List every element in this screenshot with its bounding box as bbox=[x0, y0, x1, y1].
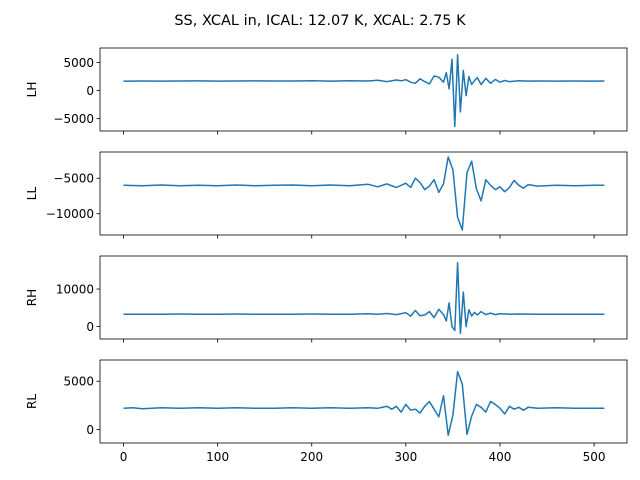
y-tick-label: 5000 bbox=[63, 56, 94, 70]
y-axis-label: RH bbox=[25, 289, 39, 306]
y-axis-label: LL bbox=[25, 187, 39, 201]
y-axis-label: LH bbox=[25, 82, 39, 98]
x-tick-label: 200 bbox=[300, 450, 323, 464]
x-tick-label: 0 bbox=[120, 450, 128, 464]
series-line bbox=[123, 370, 605, 437]
y-tick-label: 0 bbox=[86, 84, 94, 98]
axes-frame bbox=[99, 47, 628, 132]
y-tick-label: −10000 bbox=[46, 207, 94, 221]
figure-title: SS, XCAL in, ICAL: 12.07 K, XCAL: 2.75 K bbox=[174, 13, 466, 29]
subplot-rl: 5000 0 0 100 200 300 400 500 RL bbox=[25, 359, 628, 464]
x-tick-label: 400 bbox=[489, 450, 512, 464]
y-tick-label: −5000 bbox=[53, 172, 94, 186]
series-line bbox=[123, 262, 605, 335]
subplot-rh: 10000 0 RH bbox=[25, 255, 628, 343]
series-line bbox=[123, 53, 605, 128]
subplot-ll: −5000 −10000 LL bbox=[25, 151, 628, 239]
axes-frame bbox=[99, 359, 628, 444]
x-tick-label: 100 bbox=[206, 450, 229, 464]
y-tick-label: −5000 bbox=[53, 112, 94, 126]
axes-frame bbox=[99, 255, 628, 340]
axes-frame bbox=[99, 151, 628, 236]
x-tick-label: 500 bbox=[583, 450, 606, 464]
x-tick-label: 300 bbox=[394, 450, 417, 464]
y-tick-label: 10000 bbox=[56, 282, 94, 296]
y-tick-label: 5000 bbox=[63, 375, 94, 389]
y-tick-label: 0 bbox=[86, 320, 94, 334]
y-tick-label: 0 bbox=[86, 423, 94, 437]
subplot-lh: 5000 0 −5000 LH bbox=[25, 47, 628, 135]
y-axis-label: RL bbox=[25, 394, 39, 409]
series-line bbox=[123, 156, 605, 231]
